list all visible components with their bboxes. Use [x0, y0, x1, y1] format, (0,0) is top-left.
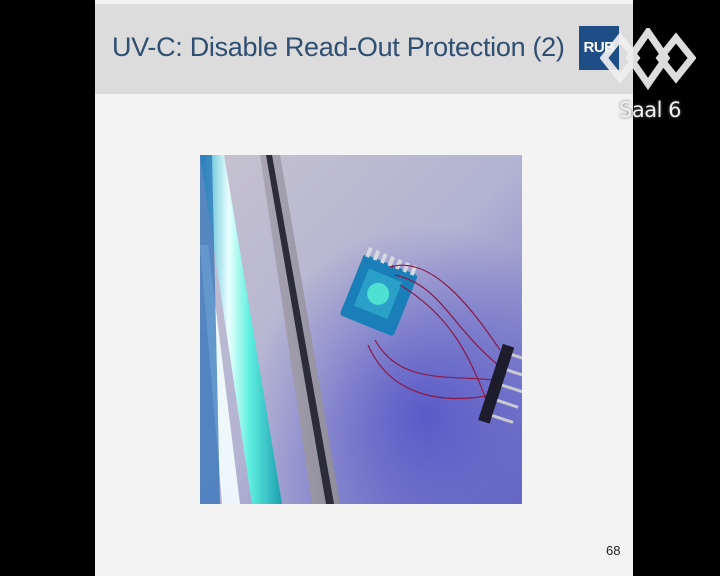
page-number: 68: [606, 543, 621, 558]
slide-title: UV-C: Disable Read-Out Protection (2): [112, 32, 565, 62]
ccc-diamond-logo-icon: [599, 25, 697, 92]
presentation-slide: UV-C: Disable Read-Out Protection (2) RU…: [95, 0, 633, 576]
title-bar: UV-C: Disable Read-Out Protection (2) RU…: [95, 4, 633, 94]
channel-name: Saal 6: [619, 98, 681, 122]
uv-lamp-chip-photo: [200, 155, 522, 504]
